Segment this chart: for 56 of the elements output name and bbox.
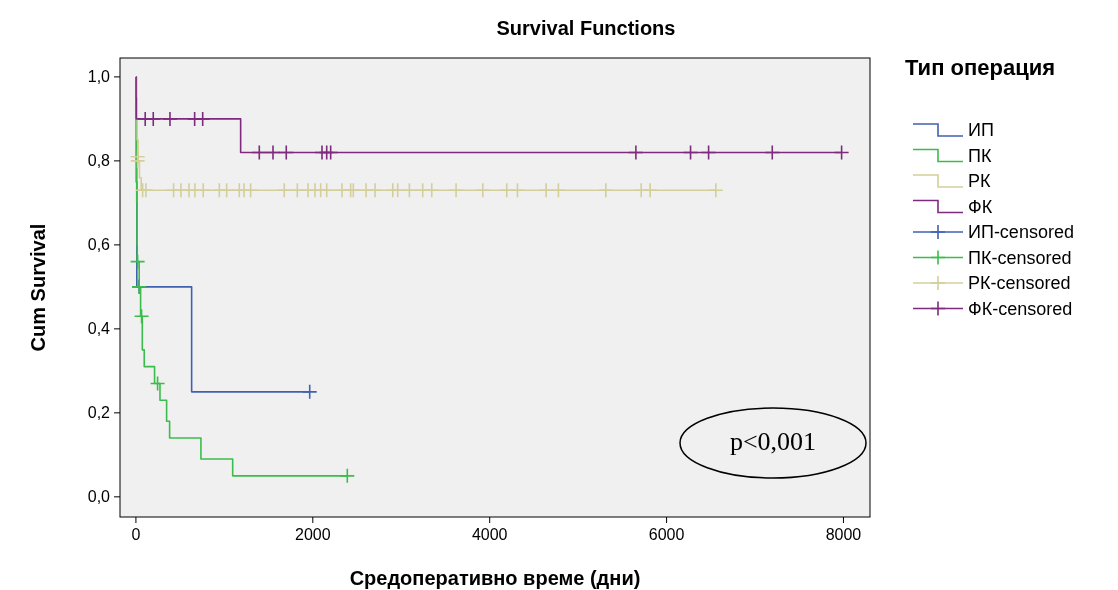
y-tick-label: 1,0 <box>87 67 111 85</box>
point <box>367 182 383 199</box>
point <box>218 182 235 199</box>
point <box>401 182 418 199</box>
point <box>278 144 295 161</box>
point <box>550 182 567 199</box>
legend-label: ПК-censored <box>968 247 1072 268</box>
legend-title: Тип операция <box>905 55 1056 80</box>
legend-label: ИП <box>968 120 994 140</box>
point <box>194 111 211 127</box>
point <box>509 182 526 199</box>
point <box>195 182 212 199</box>
y-tick-label: 0,0 <box>87 487 111 505</box>
point <box>598 182 614 199</box>
chart-title: Survival Functions <box>496 17 676 39</box>
point <box>423 182 440 199</box>
point <box>301 384 318 400</box>
point <box>474 182 491 199</box>
point <box>339 468 356 484</box>
annotation: p<0,001 <box>728 427 818 457</box>
point <box>700 144 717 161</box>
y-tick-label: 0,2 <box>87 403 111 421</box>
legend-label: РК-censored <box>968 273 1071 293</box>
x-axis-title: Средоперативно време (дни) <box>349 567 641 589</box>
point <box>538 182 554 199</box>
legend-label: ПК <box>968 145 992 166</box>
legend-label: ФК-censored <box>968 298 1073 319</box>
point <box>149 375 166 392</box>
x-tick-label: 6000 <box>648 526 685 543</box>
point <box>265 144 281 161</box>
legend-label: ФК <box>968 196 993 217</box>
point <box>448 182 464 199</box>
legend-label: РК <box>968 171 992 191</box>
y-tick-label: 0,4 <box>87 319 111 337</box>
y-tick-label: 0,6 <box>87 235 111 253</box>
x-tick-label: 0 <box>131 526 141 543</box>
point <box>138 182 154 199</box>
point <box>642 182 658 199</box>
point <box>322 144 339 161</box>
point <box>276 182 293 199</box>
point <box>251 144 268 161</box>
point <box>833 144 850 161</box>
legend-label: ИП-censored <box>968 222 1074 242</box>
y-axis-title: Cum Survival <box>27 223 49 352</box>
point <box>133 308 150 325</box>
x-tick-label: 4000 <box>471 526 508 543</box>
x-tick-label: 8000 <box>825 526 862 543</box>
point <box>764 144 781 161</box>
x-tick-label: 2000 <box>295 526 331 543</box>
point <box>708 182 724 199</box>
point <box>145 111 162 127</box>
point <box>129 153 146 169</box>
point <box>682 144 699 161</box>
point <box>628 144 644 161</box>
y-tick-label: 0,8 <box>87 151 111 169</box>
point <box>129 253 146 270</box>
